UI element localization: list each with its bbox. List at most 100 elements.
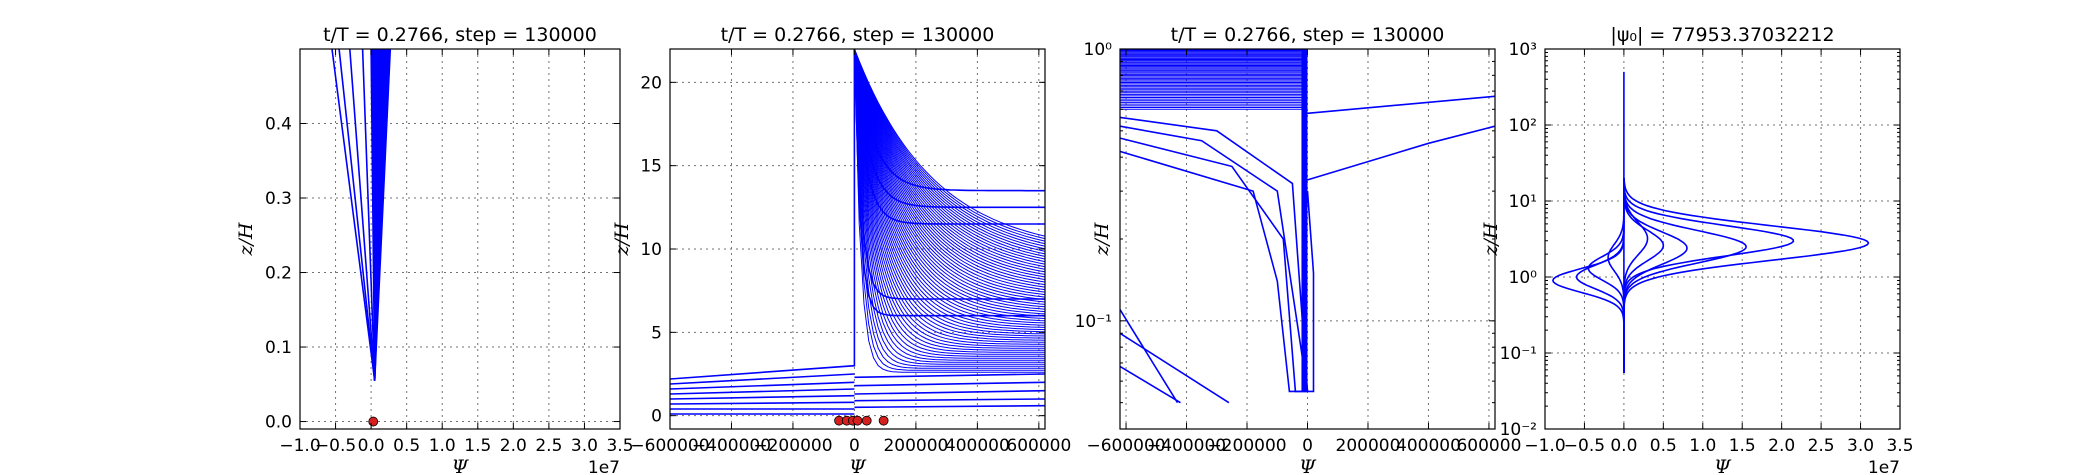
series-line-6 — [670, 401, 855, 405]
dense-curve-2 — [853, 49, 1045, 371]
x-tick-label: −0.5 — [315, 436, 356, 456]
y-axis-label: z/H — [611, 222, 633, 256]
dense-curve-45 — [853, 49, 1045, 275]
dense-curve-8 — [853, 49, 1045, 359]
chart-title: t/T = 0.2766, step = 130000 — [323, 24, 597, 46]
series-line-13 — [854, 373, 1045, 379]
ticks — [299, 49, 621, 429]
dense-curve-53 — [853, 49, 1045, 255]
upper-curve-3 — [853, 49, 1045, 225]
dense-curve-38 — [853, 49, 1045, 293]
x-tick-label: −400000 — [692, 436, 771, 456]
series-line-4 — [361, 49, 376, 381]
series-line-6 — [1120, 116, 1309, 392]
chart-panel-3: −600000−400000−200000 0 200000400000600000… — [1075, 24, 1522, 475]
series-line-1 — [670, 49, 856, 380]
dense-curve-1 — [853, 49, 1045, 373]
dense-curve-7 — [853, 49, 1045, 361]
dense-curve-9 — [853, 49, 1045, 357]
data-marker-1 — [368, 416, 379, 427]
y-tick-label: 10² — [1509, 116, 1537, 136]
series-line-9 — [1587, 178, 1625, 373]
x-offset-label: 1e7 — [588, 458, 620, 475]
chart-title: t/T = 0.2766, step = 130000 — [1171, 24, 1445, 46]
x-tick-label: 1.5 — [464, 436, 491, 456]
series-group — [1552, 71, 1870, 373]
dense-curve-10 — [853, 49, 1045, 355]
data-marker-6 — [878, 415, 889, 426]
dense-curve-46 — [853, 49, 1045, 273]
dense-curve-40 — [853, 49, 1045, 288]
grid — [1545, 49, 1900, 429]
dense-curve-21 — [853, 49, 1045, 333]
x-tick-label: −600000 — [630, 436, 709, 456]
x-tick-label: −200000 — [753, 436, 832, 456]
dense-curve-29 — [853, 49, 1045, 315]
y-tick-label: 10⁻¹ — [1500, 344, 1537, 364]
y-tick-label: 10³ — [1509, 40, 1537, 60]
dense-curve-14 — [853, 49, 1045, 347]
series-group — [670, 49, 1045, 415]
dense-curve-17 — [853, 49, 1045, 341]
series-line-4 — [1623, 178, 1747, 373]
dense-curve-36 — [853, 49, 1045, 298]
x-tick-label: 0 — [1302, 436, 1313, 456]
dense-curve-16 — [853, 49, 1045, 343]
y-tick-label: 0 — [651, 407, 662, 427]
x-axis-label: Ψ — [452, 456, 470, 475]
x-tick-label: −1.0 — [1524, 436, 1565, 456]
dense-curve-54 — [853, 49, 1045, 252]
x-tick-label: −200000 — [1207, 436, 1286, 456]
dense-curve-25 — [853, 49, 1045, 324]
x-tick-label: 600000 — [1006, 436, 1071, 456]
series-line-10 — [1120, 365, 1181, 404]
series-line-11 — [1607, 178, 1625, 373]
series-line-7 — [1306, 191, 1315, 393]
x-tick-label: 3.5 — [1886, 436, 1913, 456]
y-axis-label: z/H — [1091, 222, 1113, 256]
series-line-9 — [854, 404, 1045, 409]
dense-curve-41 — [853, 49, 1045, 286]
series-line-2 — [670, 373, 855, 385]
x-tick-label: 0.0 — [1610, 436, 1637, 456]
dense-curve-59 — [853, 49, 1045, 240]
series-line-5 — [1120, 125, 1309, 392]
series-line-1 — [331, 49, 376, 381]
x-tick-label: −400000 — [1147, 436, 1226, 456]
x-tick-label: 1.5 — [1729, 436, 1756, 456]
series-line-3 — [670, 381, 855, 390]
data-marker-5 — [861, 415, 872, 426]
dense-curve-58 — [853, 49, 1045, 242]
dense-curve-20 — [853, 49, 1045, 335]
marker-group — [834, 415, 889, 426]
series-line-4 — [1120, 137, 1308, 393]
dense-curve-5 — [853, 49, 1045, 365]
axes-frame — [669, 48, 1046, 430]
series-line-3 — [349, 49, 376, 381]
x-tick-label: 2.0 — [500, 436, 527, 456]
dense-core — [1301, 49, 1308, 392]
dense-curve-24 — [853, 49, 1045, 326]
chart-title: |ψ₀| = 77953.37032212 — [1610, 24, 1834, 46]
dense-curve-56 — [853, 49, 1045, 247]
series-line-7 — [1552, 178, 1625, 373]
y-tick-label: 10⁻² — [1500, 420, 1537, 440]
x-axis-label: Ψ — [1299, 456, 1317, 475]
y-tick-label: 0.2 — [265, 264, 292, 284]
x-tick-label: 2.5 — [535, 436, 562, 456]
x-tick-label: 0.0 — [358, 436, 385, 456]
y-tick-label: 10¹ — [1509, 192, 1537, 212]
dense-curve-51 — [853, 49, 1045, 260]
chart-panel-2: −600000−400000−200000 0 200000400000600000… — [611, 24, 1071, 475]
x-tick-label: 200000 — [883, 436, 948, 456]
dense-curve-6 — [853, 49, 1045, 363]
axes-frame — [1544, 48, 1901, 430]
series-line-12 — [854, 381, 1045, 387]
y-tick-label: 5 — [651, 323, 662, 343]
series-line-2 — [338, 49, 376, 381]
ticks — [669, 49, 1045, 429]
dense-curve-44 — [853, 49, 1045, 278]
y-tick-label: 10⁰ — [1509, 268, 1538, 288]
series-line-4 — [670, 388, 855, 395]
dense-curve-33 — [853, 49, 1045, 305]
